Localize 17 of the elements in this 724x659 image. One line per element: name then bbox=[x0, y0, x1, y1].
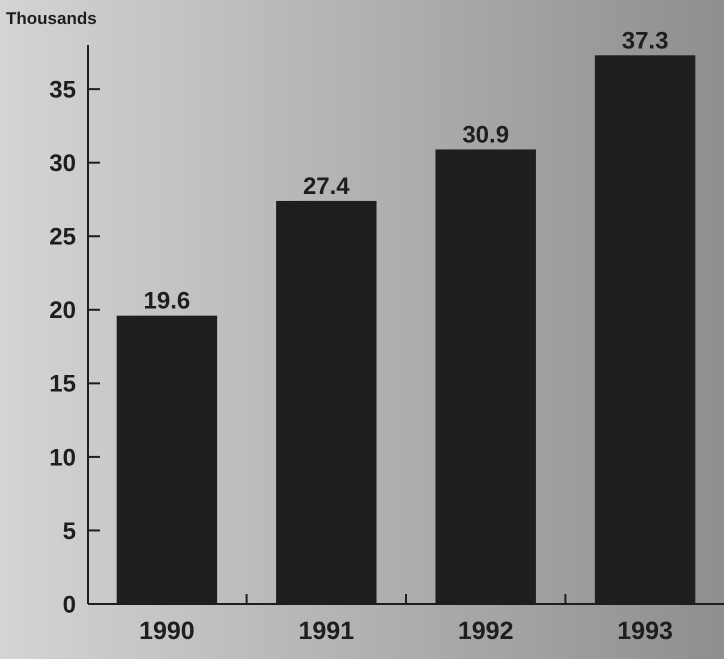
data-label: 27.4 bbox=[302, 172, 350, 200]
y-tick-label: 20 bbox=[49, 297, 76, 324]
data-label: 19.6 bbox=[144, 288, 190, 315]
y-tick-label: 0 bbox=[62, 591, 76, 618]
x-tick-label: 1992 bbox=[458, 617, 514, 645]
x-tick-label: 1991 bbox=[298, 617, 354, 645]
data-label: 37.3 bbox=[622, 27, 668, 54]
y-axis-title: Thousands bbox=[6, 9, 97, 28]
y-tick-label: 25 bbox=[49, 224, 76, 251]
x-tick-label: 1993 bbox=[617, 617, 673, 645]
y-tick-label: 10 bbox=[49, 444, 76, 472]
y-tick-label: 5 bbox=[62, 518, 76, 545]
x-tick-label: 1990 bbox=[139, 617, 195, 645]
data-label: 30.9 bbox=[462, 121, 510, 148]
y-tick-label: 15 bbox=[49, 370, 76, 398]
y-tick-label: 35 bbox=[49, 76, 76, 104]
y-tick-label: 30 bbox=[49, 150, 76, 178]
